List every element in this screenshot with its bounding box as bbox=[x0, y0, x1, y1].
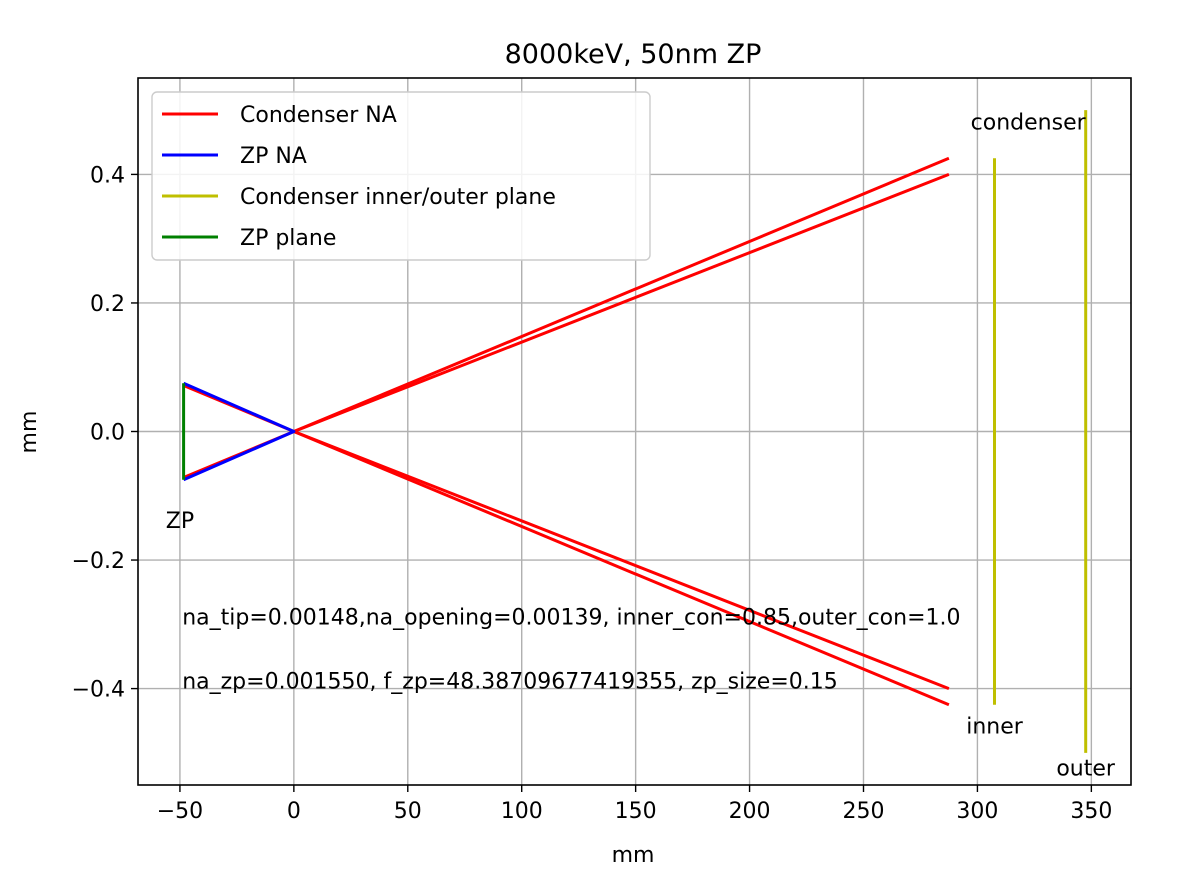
x-tick-label: 150 bbox=[615, 799, 657, 824]
annotation-text: na_zp=0.001550, f_zp=48.38709677419355, … bbox=[182, 670, 838, 695]
series-line bbox=[293, 156, 950, 433]
y-tick-label: 0.4 bbox=[90, 163, 125, 188]
annotations: ZP condenser inner outer na_tip=0.00148,na_o… bbox=[166, 110, 1116, 781]
legend: Condenser NA ZP NA Condenser inner/outer p… bbox=[151, 91, 651, 261]
series-condenser-inner-outer-plane bbox=[993, 110, 1088, 753]
legend-label: ZP NA bbox=[240, 144, 307, 169]
x-tick-label: 250 bbox=[842, 799, 884, 824]
series-line bbox=[182, 381, 296, 482]
legend-label: Condenser NA bbox=[240, 103, 397, 128]
legend-label: ZP plane bbox=[240, 226, 336, 251]
x-tick-label: 200 bbox=[729, 799, 771, 824]
series-line bbox=[293, 173, 950, 433]
y-axis-label: mm bbox=[17, 411, 42, 454]
annotation-text: na_tip=0.00148,na_opening=0.00139, inner… bbox=[182, 605, 960, 630]
series-line bbox=[293, 430, 950, 707]
series-line bbox=[293, 430, 950, 690]
chart-title: 8000keV, 50nm ZP bbox=[505, 39, 762, 70]
x-tick-label: 100 bbox=[501, 799, 543, 824]
legend-box bbox=[151, 91, 651, 261]
annotation-text: outer bbox=[1056, 756, 1116, 781]
y-tick-label: 0.2 bbox=[90, 292, 125, 317]
series-zp-na bbox=[182, 381, 296, 482]
legend-label: Condenser inner/outer plane bbox=[240, 185, 556, 210]
annotation-text: inner bbox=[966, 715, 1024, 740]
y-tick-label: −0.2 bbox=[72, 549, 125, 574]
x-axis-label: mm bbox=[612, 843, 655, 868]
series-layer bbox=[182, 110, 1088, 753]
y-tick-label: −0.4 bbox=[72, 678, 125, 703]
x-tick-label: 0 bbox=[287, 799, 301, 824]
annotation-text: condenser bbox=[971, 110, 1087, 135]
x-tick-label: 50 bbox=[394, 799, 422, 824]
y-tick-label: 0.0 bbox=[90, 421, 125, 446]
annotation-text: ZP bbox=[166, 509, 194, 534]
x-tick-label: −50 bbox=[157, 799, 203, 824]
x-tick-label: 350 bbox=[1070, 799, 1112, 824]
ticks: −50 0 50 100 150 200 250 300 350 −0.4 −0.2 0.0 0.2 0.… bbox=[72, 163, 1113, 824]
x-tick-label: 300 bbox=[956, 799, 998, 824]
